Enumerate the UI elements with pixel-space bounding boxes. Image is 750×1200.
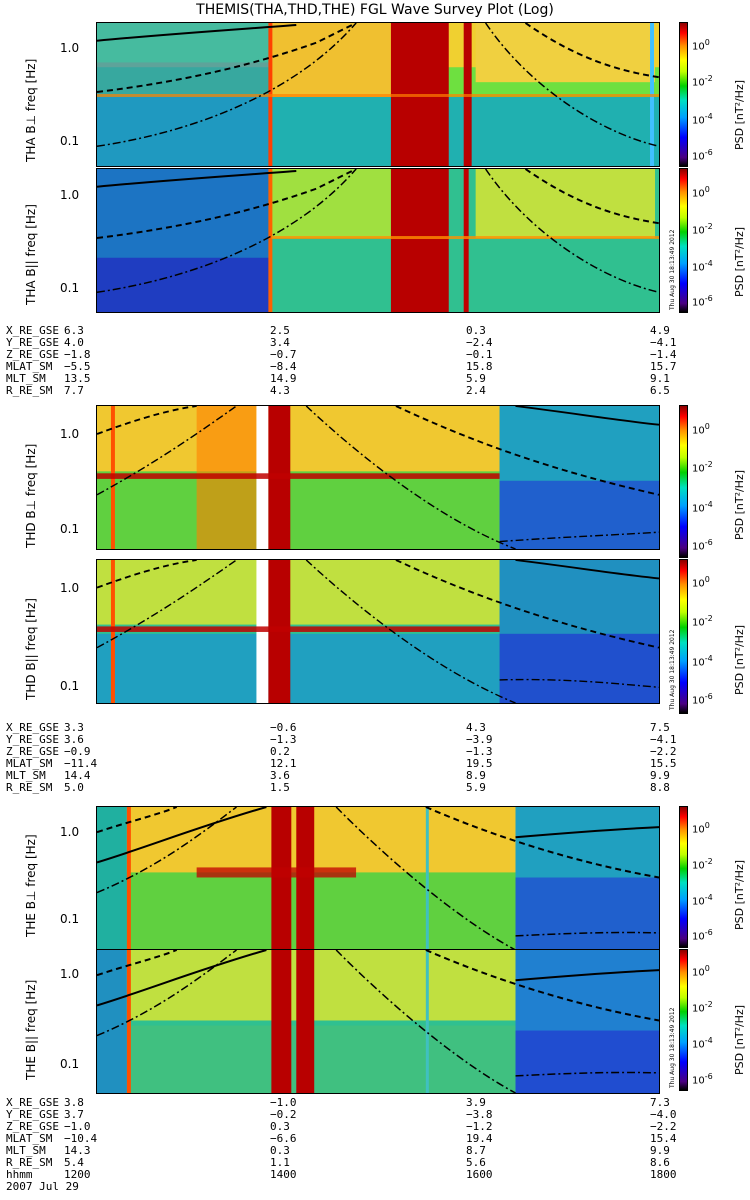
- tha-bpar-ylabel: THA B|| freq [Hz]: [24, 204, 38, 305]
- thd-bperp-spectrogram: [96, 405, 660, 550]
- tha-bperp-ytick-2: 0.1: [60, 134, 80, 148]
- the-bperp-ytick-1: 1.0: [60, 825, 80, 839]
- the-bpar-spectrogram: [96, 949, 660, 1094]
- timestamp-stamp: Thu Aug 30 18:13:49 2012: [669, 229, 676, 310]
- cbar-tick: 10-4: [692, 1036, 713, 1051]
- cbar-tick: 100: [692, 575, 710, 590]
- the-bperp-spectrogram: [96, 806, 660, 951]
- tha-bperp-ytick-1: 1.0: [60, 41, 80, 55]
- cbar-tick: 10-2: [692, 614, 713, 629]
- cbar-tick: 10-2: [692, 460, 713, 475]
- timestamp-stamp: Thu Aug 30 18:13:49 2012: [669, 1007, 676, 1088]
- cbar-tick: 100: [692, 38, 710, 53]
- thd-bpar-ytick-2: 0.1: [60, 679, 80, 693]
- tha-bperp-colorbar: [679, 22, 688, 167]
- thd-bpar-ylabel: THD B|| freq [Hz]: [24, 598, 38, 700]
- cbar-tick: 10-2: [692, 74, 713, 89]
- tha-bperp-ylabel: THA B⊥ freq [Hz]: [24, 58, 38, 162]
- cbar-tick: 10-6: [692, 1072, 713, 1087]
- cbar-tick: 10-2: [692, 1000, 713, 1015]
- date-label: 2007 Jul 29: [6, 1180, 79, 1193]
- tha-bpar-ytick-2: 0.1: [60, 281, 80, 295]
- thd-bperp-ytick-1: 1.0: [60, 427, 80, 441]
- thd-bperp-heatmap: [97, 406, 659, 549]
- the-bpar-ytick-1: 1.0: [60, 967, 80, 981]
- cbar-label: PSD [nT²/Hz]: [733, 79, 746, 150]
- cbar-tick: 10-4: [692, 259, 713, 274]
- tha-bperp-heatmap: [97, 23, 659, 166]
- the-bpar-colorbar: [679, 949, 688, 1091]
- thd-bperp-ytick-2: 0.1: [60, 522, 80, 536]
- cbar-tick: 10-6: [692, 538, 713, 553]
- cbar-tick: 10-6: [692, 294, 713, 309]
- thd-bpar-ytick-1: 1.0: [60, 581, 80, 595]
- cbar-tick: 10-2: [692, 857, 713, 872]
- cbar-label: PSD [nT²/Hz]: [733, 624, 746, 695]
- tha-bpar-spectrogram: [96, 168, 660, 313]
- the-bpar-ytick-2: 0.1: [60, 1057, 80, 1071]
- thd-bpar-heatmap: [97, 560, 659, 703]
- plot-title: THEMIS(THA,THD,THE) FGL Wave Survey Plot…: [196, 2, 554, 18]
- the-bperp-ylabel: THE B⊥ freq [Hz]: [24, 834, 38, 937]
- cbar-tick: 100: [692, 821, 710, 836]
- the-bperp-ytick-2: 0.1: [60, 912, 80, 926]
- thd-bperp-colorbar: [679, 405, 688, 558]
- cbar-tick: 10-4: [692, 500, 713, 515]
- cbar-label: PSD [nT²/Hz]: [733, 1004, 746, 1075]
- tha-bpar-heatmap: [97, 169, 659, 312]
- the-bpar-heatmap: [97, 950, 659, 1093]
- thd-bpar-spectrogram: [96, 559, 660, 704]
- cbar-tick: 100: [692, 185, 710, 200]
- tha-bperp-spectrogram: [96, 22, 660, 167]
- thd-bperp-ylabel: THD B⊥ freq [Hz]: [24, 443, 38, 548]
- the-bperp-colorbar: [679, 806, 688, 948]
- cbar-tick: 10-6: [692, 928, 713, 943]
- cbar-tick: 10-6: [692, 148, 713, 163]
- cbar-label: PSD [nT²/Hz]: [733, 469, 746, 540]
- cbar-label: PSD [nT²/Hz]: [733, 226, 746, 297]
- cbar-tick: 10-4: [692, 112, 713, 127]
- cbar-tick: 100: [692, 422, 710, 437]
- cbar-tick: 10-2: [692, 222, 713, 237]
- the-bpar-ylabel: THE B|| freq [Hz]: [24, 979, 38, 1080]
- the-bperp-heatmap: [97, 807, 659, 950]
- cbar-tick: 100: [692, 964, 710, 979]
- tha-bpar-colorbar: [679, 168, 688, 313]
- cbar-tick: 10-4: [692, 893, 713, 908]
- cbar-tick: 10-6: [692, 692, 713, 707]
- tha-bpar-ytick-1: 1.0: [60, 188, 80, 202]
- timestamp-stamp: Thu Aug 30 18:13:49 2012: [669, 629, 676, 710]
- thd-bpar-colorbar: [679, 559, 688, 714]
- cbar-tick: 10-4: [692, 654, 713, 669]
- cbar-label: PSD [nT²/Hz]: [733, 859, 746, 930]
